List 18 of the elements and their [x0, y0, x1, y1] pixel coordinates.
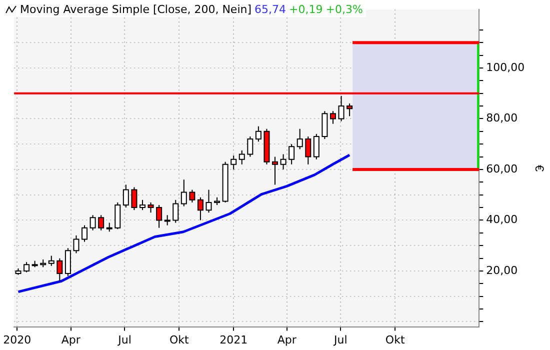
x-tick-label: Jul [333, 333, 348, 346]
x-tick-label: 2021 [220, 333, 248, 346]
y-tick-label: 60,00 [486, 162, 518, 176]
text: Moving Average Simple [Close, 200, Nein] [20, 3, 252, 16]
x-tick-label: Apr [61, 333, 81, 346]
x-tick-label: Jul [117, 333, 132, 346]
y-tick-label: 80,00 [486, 112, 518, 125]
y-axis-title: € [532, 164, 546, 172]
x-tick-label: Apr [277, 333, 297, 346]
x-tick-label: Okt [385, 333, 406, 346]
annotation: +0,19 [289, 3, 323, 16]
annotation: +0,3% [326, 3, 363, 16]
annotation: 65,74 [254, 3, 286, 16]
y-tick-label: 100,00 [486, 60, 525, 74]
x-tick-label: 2020 [3, 333, 32, 346]
y-tick-label: 40,00 [486, 213, 518, 226]
x-tick-label: Okt [170, 333, 190, 346]
y-tick-label: 20,00 [486, 264, 518, 277]
